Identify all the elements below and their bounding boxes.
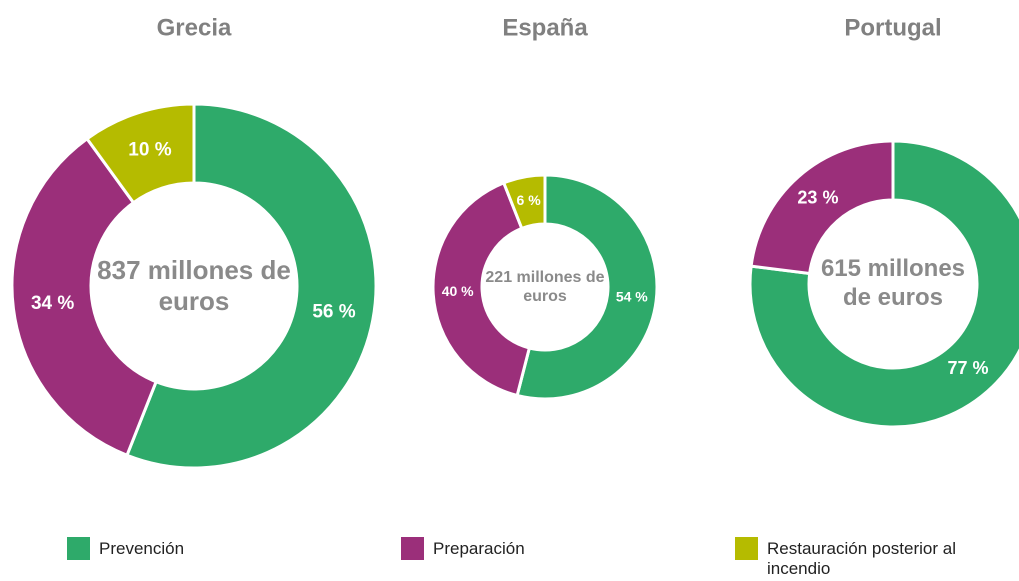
data-label: 56 %	[312, 302, 355, 323]
legend-swatch	[67, 537, 90, 560]
center-label: 221 millones de euros	[485, 269, 605, 306]
donut-segment	[515, 173, 659, 401]
donut-segment	[84, 102, 196, 205]
donut-segment	[501, 173, 547, 231]
data-label: 77 %	[948, 358, 989, 378]
chart-title: Portugal	[844, 14, 941, 41]
chart-title: Grecia	[157, 14, 232, 41]
legend-item: Restauración posterior al incendio	[735, 537, 997, 578]
legend-label: Restauración posterior al incendio	[767, 539, 956, 578]
legend-swatch	[401, 537, 424, 560]
donut-segment	[431, 180, 532, 398]
data-label: 6 %	[517, 192, 542, 208]
legend-item: Prevención	[67, 537, 329, 560]
legend-item: Preparación	[401, 537, 663, 560]
chart-title: España	[502, 14, 588, 41]
donut-segment	[10, 136, 159, 458]
donut-segment	[125, 102, 378, 470]
data-label: 40 %	[442, 283, 474, 299]
donut-segment	[748, 139, 1019, 429]
legend-label: Prevención	[99, 539, 185, 558]
data-label: 10 %	[128, 139, 171, 160]
data-label: 34 %	[31, 293, 74, 314]
center-label: 837 millones de euros	[97, 255, 291, 317]
legend-label: Preparación	[433, 539, 525, 558]
data-label: 23 %	[797, 188, 838, 208]
legend-swatch	[735, 537, 758, 560]
donut-segment	[749, 139, 895, 276]
data-label: 54 %	[616, 289, 648, 305]
center-label: 615 millones de euros	[820, 255, 966, 311]
